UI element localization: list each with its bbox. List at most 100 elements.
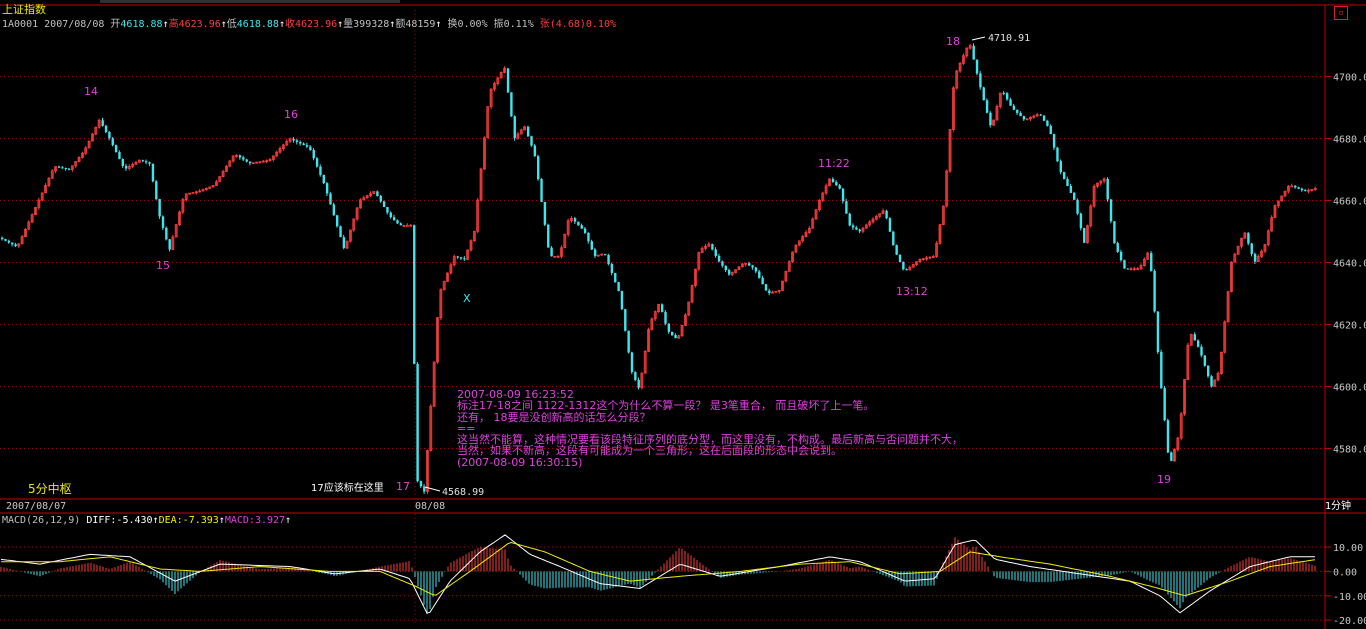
candle-up: [600, 253, 604, 256]
candle-up: [44, 185, 47, 194]
candle-down: [7, 240, 11, 243]
candle-down: [382, 201, 386, 208]
x-mark: X: [463, 292, 471, 305]
candle-down: [299, 141, 302, 144]
arrow-up-icon: ↑: [220, 19, 227, 30]
candle-down: [1207, 365, 1210, 377]
candle-up: [921, 258, 925, 260]
candle-up: [405, 224, 409, 227]
candle-down: [848, 213, 851, 226]
candle-up: [560, 247, 563, 257]
candle-up: [188, 192, 192, 195]
candle-down: [148, 162, 151, 164]
macd-histogram: [0, 537, 1316, 615]
candle-up: [449, 264, 453, 274]
stroke-label-17: 17: [396, 480, 410, 493]
candle-down: [1210, 376, 1213, 387]
candle-down: [985, 100, 989, 113]
macd-axis: 10.00 0.00 -10.00 -20.00: [1325, 543, 1366, 627]
candle-down: [975, 59, 979, 74]
candle-up: [369, 193, 372, 197]
low-label: 低: [226, 19, 237, 30]
candle-down: [895, 245, 898, 255]
candle-up: [50, 170, 54, 179]
candle-down: [506, 68, 510, 93]
candle-down: [11, 242, 14, 245]
candle-down: [671, 331, 674, 336]
volume-value: 399328: [353, 19, 390, 30]
period-selector[interactable]: 1分钟: [1325, 501, 1352, 512]
candle-up: [466, 249, 470, 260]
candle-up: [1179, 413, 1183, 439]
candle-down: [459, 257, 463, 259]
candle-down: [892, 231, 895, 246]
arrow-up-icon: ↑: [389, 19, 396, 30]
candle-up: [409, 224, 413, 227]
dea-value: -7.393: [182, 515, 219, 526]
candle-up: [911, 264, 915, 268]
candle-down: [1170, 452, 1173, 461]
candle-up: [941, 205, 945, 226]
candle-up: [807, 227, 811, 233]
candle-down: [674, 335, 677, 339]
candle-down: [1052, 134, 1056, 148]
candle-down: [114, 145, 118, 153]
candle-down: [885, 210, 888, 219]
candle-up: [1129, 268, 1133, 271]
candle-up: [1032, 115, 1036, 118]
candle-up: [680, 324, 684, 337]
candle-up: [191, 192, 195, 194]
candle-down: [537, 156, 540, 180]
candle-up: [1035, 114, 1039, 117]
candle-down: [1109, 199, 1113, 222]
candle-up: [1287, 185, 1290, 192]
candle-down: [1253, 253, 1257, 262]
candle-down: [1166, 420, 1170, 453]
candle-down: [604, 254, 607, 256]
zhongshu-label: 5分中枢: [28, 482, 72, 496]
candle-down: [1203, 355, 1207, 366]
candle-up: [1256, 256, 1260, 263]
candle-up: [1307, 189, 1310, 192]
candle-down: [168, 239, 171, 250]
candle-down: [305, 145, 309, 147]
candle-up: [214, 181, 218, 186]
candle-down: [392, 217, 396, 221]
candle-up: [1139, 265, 1143, 270]
candle-up: [1273, 205, 1277, 218]
candle-up: [27, 221, 31, 230]
candlestick-series: [1, 43, 1317, 494]
candle-down: [242, 157, 245, 160]
price-tick-label: 4700.0: [1333, 73, 1366, 84]
candle-up: [208, 186, 212, 189]
note-line: (2007-08-09 16:30:15): [457, 455, 583, 469]
candle-down: [721, 261, 724, 266]
candle-down: [768, 290, 771, 294]
restore-window-icon[interactable]: ▫: [1334, 6, 1348, 20]
candle-down: [841, 188, 845, 202]
diff-label: DIFF:: [86, 515, 117, 526]
candle-up: [704, 245, 707, 249]
candle-up: [54, 166, 57, 172]
candle-down: [1119, 251, 1123, 261]
candle-up: [275, 151, 279, 157]
candle-down: [111, 138, 114, 146]
candle-up: [499, 72, 503, 79]
candle-up: [251, 162, 255, 165]
candle-up: [221, 170, 225, 177]
candle-up: [503, 68, 506, 73]
macd-value: 3.927: [254, 515, 286, 526]
candle-down: [155, 181, 158, 200]
candle-up: [643, 350, 647, 374]
candle-up: [570, 217, 573, 222]
candle-up: [1263, 244, 1267, 252]
candle-up: [442, 281, 446, 291]
candle-up: [938, 224, 942, 244]
candle-up: [881, 210, 885, 215]
price-tick-label: 4660.0: [1333, 197, 1366, 208]
candle-up: [1276, 200, 1280, 207]
candle-up: [563, 233, 567, 249]
candle-down: [543, 201, 547, 225]
stroke-label-18: 18: [946, 35, 960, 48]
